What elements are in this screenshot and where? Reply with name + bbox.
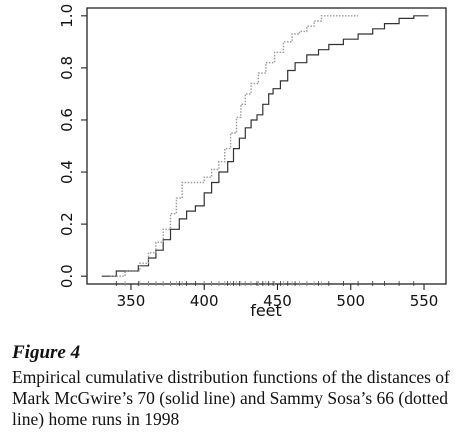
x-axis: 350 400 450 500 550 — [117, 284, 439, 310]
x-tick-label: 450 — [263, 292, 292, 310]
figure-label: Figure 4 — [12, 342, 81, 363]
figure-caption-text: Empirical cumulative distribution functi… — [12, 367, 450, 429]
y-tick-label: 0.0 — [58, 264, 76, 288]
x-tick-label: 400 — [190, 292, 219, 310]
x-axis-title: feet — [250, 301, 282, 320]
y-axis: 0.0 0.2 0.4 0.6 0.8 1.0 — [58, 4, 87, 288]
mcgwire-ecdf-line — [101, 15, 429, 277]
y-tick-label: 0.8 — [58, 56, 76, 80]
plot-frame — [86, 7, 447, 285]
y-tick-label: 0.2 — [58, 212, 76, 236]
series-layer — [101, 15, 429, 277]
rug-layer — [115, 281, 415, 286]
chart-svg: 350 400 450 500 550 0.0 0.2 0.4 0.6 0.8 1.0 feet — [58, 4, 447, 320]
x-tick-label: 350 — [117, 292, 146, 310]
figure-caption: Figure 4 Empirical cumulative distributi… — [12, 342, 467, 430]
y-tick-label: 0.6 — [58, 108, 76, 132]
y-tick-label: 1.0 — [58, 4, 76, 28]
x-tick-label: 500 — [336, 292, 365, 310]
x-tick-label: 550 — [410, 292, 439, 310]
ecdf-chart: 350 400 450 500 550 0.0 0.2 0.4 0.6 0.8 1.0 feet — [58, 4, 447, 320]
sosa-ecdf-line — [110, 15, 359, 277]
y-tick-label: 0.4 — [58, 160, 76, 184]
